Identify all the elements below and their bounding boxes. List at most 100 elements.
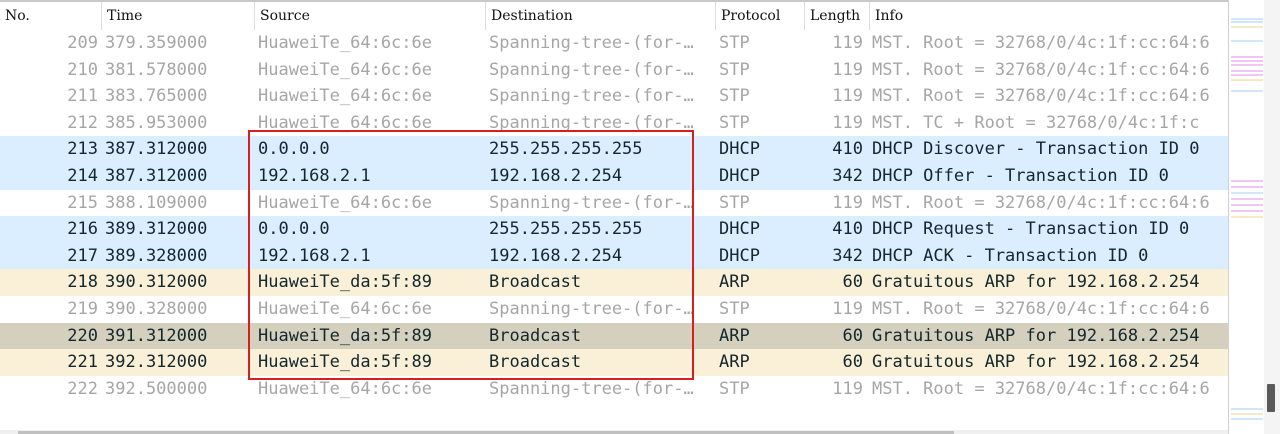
cell-length: 119: [832, 86, 863, 107]
cell-info: DHCP Discover - Transaction ID 0: [872, 139, 1200, 160]
cell-source: HuaweiTe_da:5f:89: [258, 272, 432, 293]
packet-row[interactable]: 221 392.312000 HuaweiTe_da:5f:89 Broadcast A…: [0, 349, 1228, 376]
packet-row[interactable]: 222 392.500000 HuaweiTe_64:6c:6e Spanning-t…: [0, 375, 1228, 403]
cell-no: 221: [67, 352, 98, 373]
cell-source: HuaweiTe_64:6c:6e: [258, 298, 432, 319]
cell-no: 218: [67, 272, 98, 293]
cell-source: 192.168.2.1: [258, 245, 371, 266]
packet-list: 209 379.359000 HuaweiTe_64:6c:6e Spanning-t…: [0, 30, 1228, 403]
cell-length: 119: [832, 112, 863, 133]
packet-row[interactable]: 209 379.359000 HuaweiTe_64:6c:6e Spanning-t…: [0, 30, 1228, 57]
cell-time: 379.359000: [105, 33, 208, 53]
column-header-time[interactable]: Time: [101, 2, 254, 30]
cell-source: HuaweiTe_64:6c:6e: [258, 192, 432, 213]
cell-source: HuaweiTe_da:5f:89: [258, 325, 432, 346]
cell-time: 385.953000: [105, 112, 208, 133]
packet-row[interactable]: 217 389.328000 192.168.2.1 192.168.2.254 DHC…: [0, 242, 1228, 270]
cell-protocol: STP: [719, 378, 750, 399]
cell-source: HuaweiTe_64:6c:6e: [258, 59, 432, 80]
column-header-no[interactable]: No.: [5, 8, 30, 24]
cell-source: HuaweiTe_64:6c:6e: [258, 112, 432, 133]
cell-time: 389.312000: [105, 219, 208, 240]
cell-protocol: ARP: [719, 325, 750, 346]
cell-info: DHCP Offer - Transaction ID 0: [872, 165, 1169, 186]
cell-no: 212: [67, 112, 98, 133]
cell-no: 214: [67, 165, 98, 186]
cell-time: 392.500000: [105, 378, 208, 399]
horizontal-scrollbar[interactable]: [0, 430, 1228, 434]
cell-no: 213: [67, 139, 98, 160]
cell-protocol: STP: [719, 33, 750, 53]
horizontal-scrollbar-thumb[interactable]: [18, 431, 954, 434]
cell-info: DHCP ACK - Transaction ID 0: [872, 245, 1149, 266]
cell-time: 391.312000: [105, 325, 208, 346]
packet-row[interactable]: 216 389.312000 0.0.0.0 255.255.255.255 DHCP 4…: [0, 216, 1228, 243]
cell-destination: Spanning-tree-(for-…: [489, 112, 694, 133]
cell-destination: Spanning-tree-(for-…: [489, 192, 694, 213]
cell-no: 222: [67, 378, 98, 399]
cell-time: 388.109000: [105, 192, 208, 213]
packet-minimap[interactable]: [1228, 0, 1264, 434]
cell-info: MST. Root = 32768/0/4c:1f:cc:64:6: [872, 298, 1210, 319]
column-header-source[interactable]: Source: [254, 2, 485, 30]
cell-length: 119: [832, 33, 863, 53]
cell-length: 60: [842, 325, 863, 346]
column-header-protocol[interactable]: Protocol: [715, 2, 804, 30]
cell-time: 390.312000: [105, 272, 208, 293]
packet-row[interactable]: 214 387.312000 192.168.2.1 192.168.2.254 DHC…: [0, 162, 1228, 190]
cell-source: HuaweiTe_64:6c:6e: [258, 378, 432, 399]
cell-protocol: STP: [719, 86, 750, 107]
column-header-info[interactable]: Info: [869, 2, 1228, 30]
cell-source: 0.0.0.0: [258, 219, 330, 240]
cell-protocol: ARP: [719, 352, 750, 373]
cell-destination: Spanning-tree-(for-…: [489, 59, 694, 80]
cell-time: 381.578000: [105, 59, 208, 80]
cell-destination: Spanning-tree-(for-…: [489, 86, 694, 107]
cell-destination: 255.255.255.255: [489, 139, 643, 160]
cell-info: MST. TC + Root = 32768/0/4c:1f:c: [872, 112, 1200, 133]
cell-destination: Broadcast: [489, 352, 582, 373]
cell-destination: 192.168.2.254: [489, 165, 623, 186]
packet-row[interactable]: 211 383.765000 HuaweiTe_64:6c:6e Spanning-t…: [0, 83, 1228, 110]
packet-row[interactable]: 220 391.312000 HuaweiTe_da:5f:89 Broadcast A…: [0, 322, 1228, 350]
cell-info: MST. Root = 32768/0/4c:1f:cc:64:6: [872, 59, 1210, 80]
cell-protocol: DHCP: [719, 165, 760, 186]
packet-row[interactable]: 213 387.312000 0.0.0.0 255.255.255.255 DHCP 4…: [0, 136, 1228, 163]
cell-protocol: STP: [719, 59, 750, 80]
cell-info: MST. Root = 32768/0/4c:1f:cc:64:6: [872, 86, 1210, 107]
packet-row[interactable]: 219 390.328000 HuaweiTe_64:6c:6e Spanning-t…: [0, 295, 1228, 323]
cell-time: 383.765000: [105, 86, 208, 107]
cell-info: MST. Root = 32768/0/4c:1f:cc:64:6: [872, 192, 1210, 213]
cell-no: 211: [67, 86, 98, 107]
cell-destination: 255.255.255.255: [489, 219, 643, 240]
cell-destination: Spanning-tree-(for-…: [489, 378, 694, 399]
vertical-scrollbar-thumb[interactable]: [1267, 384, 1275, 412]
cell-time: 387.312000: [105, 165, 208, 186]
cell-info: MST. Root = 32768/0/4c:1f:cc:64:6: [872, 33, 1210, 53]
cell-length: 342: [832, 165, 863, 186]
cell-time: 392.312000: [105, 352, 208, 373]
column-header-length[interactable]: Length: [804, 2, 869, 30]
cell-info: Gratuitous ARP for 192.168.2.254: [872, 272, 1200, 293]
cell-length: 119: [832, 192, 863, 213]
packet-row[interactable]: 215 388.109000 HuaweiTe_64:6c:6e Spanning-t…: [0, 189, 1228, 217]
cell-destination: Broadcast: [489, 272, 582, 293]
cell-destination: 192.168.2.254: [489, 245, 623, 266]
cell-source: HuaweiTe_64:6c:6e: [258, 33, 432, 53]
top-border: [0, 0, 1228, 2]
cell-length: 410: [832, 139, 863, 160]
cell-no: 216: [67, 219, 98, 240]
cell-protocol: DHCP: [719, 139, 760, 160]
packet-row[interactable]: 212 385.953000 HuaweiTe_64:6c:6e Spanning-t…: [0, 109, 1228, 137]
cell-protocol: DHCP: [719, 245, 760, 266]
column-header-destination[interactable]: Destination: [485, 2, 715, 30]
packet-row[interactable]: 210 381.578000 HuaweiTe_64:6c:6e Spanning-t…: [0, 56, 1228, 84]
vertical-scrollbar[interactable]: [1264, 0, 1280, 434]
cell-length: 60: [842, 272, 863, 293]
packet-list-header: No. Time Source Destination Protocol Len…: [0, 2, 1228, 31]
cell-length: 342: [832, 245, 863, 266]
cell-no: 210: [67, 59, 98, 80]
cell-no: 215: [67, 192, 98, 213]
cell-protocol: STP: [719, 112, 750, 133]
packet-row[interactable]: 218 390.312000 HuaweiTe_da:5f:89 Broadcast A…: [0, 269, 1228, 296]
